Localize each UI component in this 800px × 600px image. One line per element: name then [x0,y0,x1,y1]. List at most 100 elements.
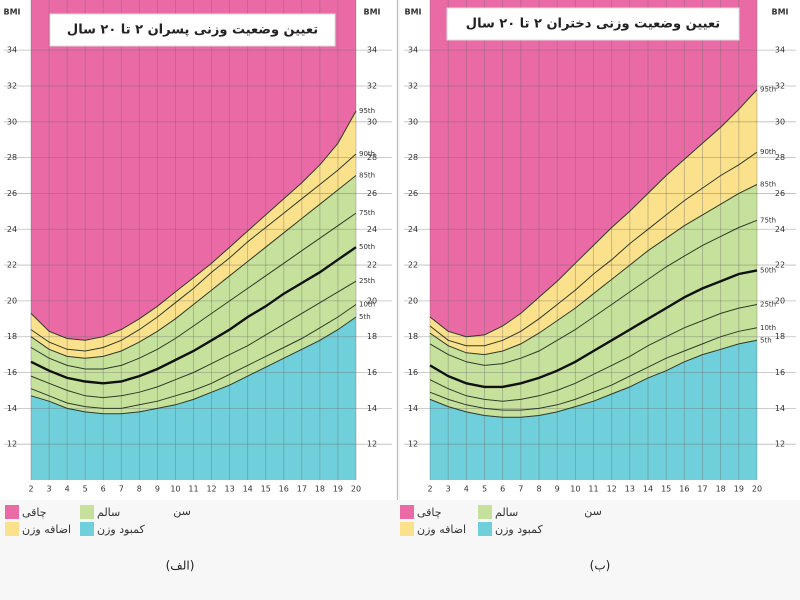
x-tick-label: 16 [679,485,689,494]
caption: (الف) [166,559,195,573]
x-tick-label: 16 [279,485,289,494]
x-tick-label: 3 [47,485,52,494]
percentile-label: 5th [359,313,371,321]
percentile-line [30,153,357,352]
x-tick-label: 14 [643,485,653,494]
x-tick-label: 18 [716,485,726,494]
grid [4,0,392,480]
percentile-label: 90th [760,148,776,156]
y-tick-label: 24 [408,225,418,234]
legend-label: سالم [495,506,518,519]
x-tick-label: 6 [101,485,106,494]
y-tick-label: 18 [7,332,17,341]
y-tick-label: 16 [7,368,17,377]
percentile-label: 90th [359,150,375,158]
y-tick-label: 26 [367,189,377,198]
y-tick-label: 24 [775,225,785,234]
x-tick-label: 5 [482,485,487,494]
legend-swatch [478,505,492,519]
y-tick-label: 32 [775,81,785,90]
percentile-label: 10th [760,324,776,332]
x-tick-label: 17 [697,485,707,494]
y-tick-label: 34 [408,46,418,55]
legend-swatch [5,522,19,536]
x-tick-label: 20 [351,485,361,494]
x-tick-label: 7 [518,485,523,494]
x-tick-label: 10 [170,485,180,494]
y-tick-label: 30 [775,117,785,126]
percentile-line [30,280,357,399]
percentile-line [429,339,758,418]
percentile-label: 10th [359,300,375,308]
y-axis-label: BMI [3,8,20,17]
y-tick-label: 24 [367,225,377,234]
x-tick-label: 19 [333,485,343,494]
percentile-label: 25th [359,277,375,285]
y-tick-label: 30 [408,117,418,126]
percentile-line [30,175,357,359]
y-tick-label: 26 [408,189,418,198]
percentile-label: 75th [359,209,375,217]
percentile-line [429,219,758,366]
y-tick-label: 16 [408,368,418,377]
x-tick-label: 14 [243,485,253,494]
y-tick-label: 20 [7,296,17,305]
band [430,340,757,480]
y-tick-label: 12 [775,440,785,449]
x-tick-label: 10 [570,485,580,494]
y-tick-label: 30 [7,117,17,126]
x-tick-label: 2 [427,485,432,494]
percentile-label: 5th [760,336,772,344]
y-tick-label: 22 [7,261,17,270]
x-tick-label: 6 [500,485,505,494]
x-tick-label: 15 [661,485,671,494]
x-tick-label: 13 [625,485,635,494]
legend-label: کمبود وزن [97,523,145,536]
percentile-label: 75th [760,216,776,224]
x-tick-label: 8 [536,485,541,494]
y-tick-label: 28 [775,153,785,162]
legend-label: کمبود وزن [495,523,543,536]
y-tick-label: 12 [7,440,17,449]
percentile-line [429,151,758,347]
y-tick-label: 18 [775,332,785,341]
percentile-line [429,304,758,402]
y-tick-label: 26 [7,189,17,198]
x-tick-label: 5 [83,485,88,494]
x-tick-label: 8 [137,485,142,494]
x-tick-label: 9 [555,485,560,494]
y-tick-label: 30 [367,117,377,126]
x-tick-label: 9 [155,485,160,494]
y-tick-label: 20 [367,296,377,305]
y-tick-label: 12 [367,440,377,449]
y-tick-label: 16 [367,368,377,377]
band [430,184,757,418]
legend-swatch [80,522,94,536]
caption: (ب) [590,559,611,573]
title-box [446,7,740,41]
x-tick-label: 17 [297,485,307,494]
percentile-label: 50th [359,243,375,251]
y-tick-label: 32 [7,81,17,90]
x-tick-label: 11 [588,485,598,494]
legend-label: چاقی [417,506,442,519]
percentile-label: 50th [760,266,776,274]
y-tick-label: 18 [367,332,377,341]
y-tick-label: 24 [7,225,17,234]
y-tick-label: 14 [408,404,418,413]
percentile-line [429,184,758,356]
x-tick-label: 13 [225,485,235,494]
x-tick-label: 3 [446,485,451,494]
y-axis-label: BMI [404,8,421,17]
band [430,0,757,337]
legend-label: چاقی [22,506,47,519]
y-tick-label: 14 [775,404,785,413]
percentile-label: 95th [760,86,776,94]
y-tick-label: 32 [367,81,377,90]
y-tick-label: 22 [367,261,377,270]
title-box [49,13,336,47]
x-tick-label: 12 [607,485,617,494]
x-tick-label: 20 [752,485,762,494]
band [31,317,356,480]
